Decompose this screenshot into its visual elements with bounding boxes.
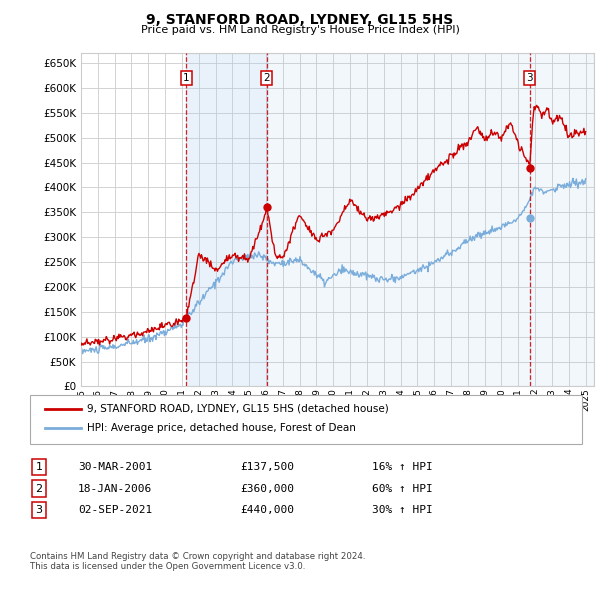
- Text: 1: 1: [183, 73, 190, 83]
- Text: HPI: Average price, detached house, Forest of Dean: HPI: Average price, detached house, Fore…: [87, 424, 356, 433]
- Text: 9, STANFORD ROAD, LYDNEY, GL15 5HS (detached house): 9, STANFORD ROAD, LYDNEY, GL15 5HS (deta…: [87, 404, 389, 414]
- Text: Contains HM Land Registry data © Crown copyright and database right 2024.
This d: Contains HM Land Registry data © Crown c…: [30, 552, 365, 571]
- Text: 30-MAR-2001: 30-MAR-2001: [78, 463, 152, 472]
- Text: 3: 3: [526, 73, 533, 83]
- Text: £360,000: £360,000: [240, 484, 294, 493]
- Text: 18-JAN-2006: 18-JAN-2006: [78, 484, 152, 493]
- Bar: [267, 53, 530, 386]
- Text: 30% ↑ HPI: 30% ↑ HPI: [372, 505, 433, 514]
- Text: Price paid vs. HM Land Registry's House Price Index (HPI): Price paid vs. HM Land Registry's House …: [140, 25, 460, 35]
- Text: 60% ↑ HPI: 60% ↑ HPI: [372, 484, 433, 493]
- Bar: [530, 53, 594, 386]
- Text: £440,000: £440,000: [240, 505, 294, 514]
- Text: £137,500: £137,500: [240, 463, 294, 472]
- Text: 16% ↑ HPI: 16% ↑ HPI: [372, 463, 433, 472]
- Text: 2: 2: [35, 484, 43, 493]
- Bar: [186, 53, 267, 386]
- Text: 02-SEP-2021: 02-SEP-2021: [78, 505, 152, 514]
- Text: 9, STANFORD ROAD, LYDNEY, GL15 5HS: 9, STANFORD ROAD, LYDNEY, GL15 5HS: [146, 13, 454, 27]
- Text: 2: 2: [263, 73, 270, 83]
- Text: 3: 3: [35, 505, 43, 514]
- Text: 1: 1: [35, 463, 43, 472]
